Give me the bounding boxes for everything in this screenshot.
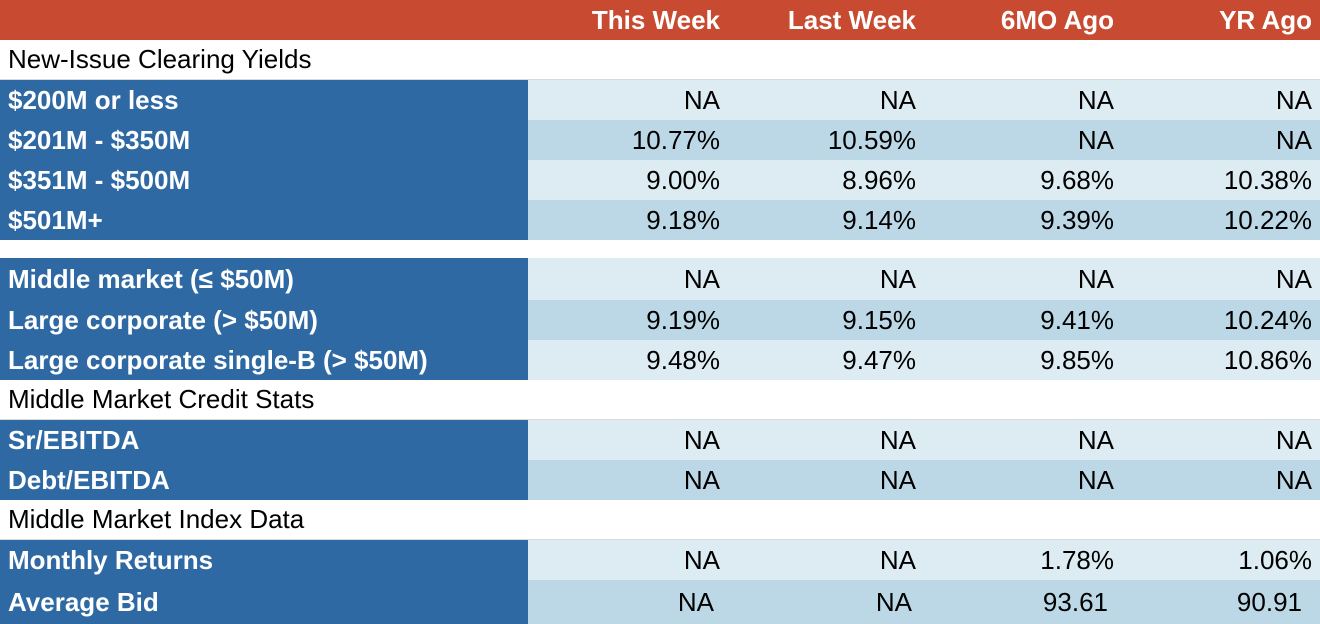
row-label: Large corporate single-B (> $50M) bbox=[0, 340, 528, 380]
value-6mo-ago: NA bbox=[920, 460, 1118, 500]
value-6mo-ago: 1.78% bbox=[920, 540, 1118, 580]
value-this-week: NA bbox=[528, 460, 724, 500]
value-6mo-ago: 9.68% bbox=[920, 160, 1118, 200]
value-6mo-ago: 93.61 bbox=[920, 580, 1118, 624]
value-this-week: NA bbox=[528, 420, 724, 460]
value-this-week: 9.19% bbox=[528, 300, 724, 340]
section-index-data: Middle Market Index Data bbox=[0, 500, 1320, 540]
value-yr-ago: 1.06% bbox=[1118, 540, 1320, 580]
header-last-week: Last Week bbox=[787, 4, 916, 35]
value-yr-ago: 90.91 bbox=[1118, 580, 1320, 624]
value-last-week: NA bbox=[724, 80, 920, 120]
table-row: Large corporate (> $50M) 9.19% 9.15% 9.4… bbox=[0, 300, 1320, 340]
value-last-week: 9.14% bbox=[724, 200, 920, 240]
section-title: New-Issue Clearing Yields bbox=[8, 44, 312, 74]
value-yr-ago: 10.86% bbox=[1118, 340, 1320, 380]
table-row: Middle market (≤ $50M) NA NA NA NA bbox=[0, 258, 1320, 300]
table-row: $200M or less NA NA NA NA bbox=[0, 80, 1320, 120]
value-6mo-ago: 9.41% bbox=[920, 300, 1118, 340]
value-this-week: NA bbox=[528, 580, 724, 624]
value-6mo-ago: 9.85% bbox=[920, 340, 1118, 380]
value-last-week: NA bbox=[724, 540, 920, 580]
row-label: Large corporate (> $50M) bbox=[0, 300, 528, 340]
value-6mo-ago: NA bbox=[920, 120, 1118, 160]
section-title: Middle Market Index Data bbox=[8, 504, 305, 534]
row-label: Average Bid bbox=[0, 580, 528, 624]
table-header-row: This Week Last Week 6MO Ago YR Ago bbox=[0, 0, 1320, 40]
row-label: Debt/EBITDA bbox=[0, 460, 528, 500]
header-this-week: This Week bbox=[591, 4, 720, 35]
value-6mo-ago: NA bbox=[920, 420, 1118, 460]
value-last-week: NA bbox=[724, 258, 920, 300]
table-row: $501M+ 9.18% 9.14% 9.39% 10.22% bbox=[0, 200, 1320, 240]
table-row: Debt/EBITDA NA NA NA NA bbox=[0, 460, 1320, 500]
row-label: Monthly Returns bbox=[0, 540, 528, 580]
table-row: Sr/EBITDA NA NA NA NA bbox=[0, 420, 1320, 460]
value-last-week: NA bbox=[724, 420, 920, 460]
value-this-week: NA bbox=[528, 80, 724, 120]
row-label: $351M - $500M bbox=[0, 160, 528, 200]
header-blank-cell bbox=[0, 0, 528, 40]
header-6mo-ago: 6MO Ago bbox=[1000, 4, 1114, 35]
section-credit-stats: Middle Market Credit Stats bbox=[0, 380, 1320, 420]
table-row: Average Bid NA NA 93.61 90.91 bbox=[0, 580, 1320, 624]
table-row: Monthly Returns NA NA 1.78% 1.06% bbox=[0, 540, 1320, 580]
value-this-week: 9.48% bbox=[528, 340, 724, 380]
value-last-week: 8.96% bbox=[724, 160, 920, 200]
value-last-week: 10.59% bbox=[724, 120, 920, 160]
row-label: $201M - $350M bbox=[0, 120, 528, 160]
value-this-week: NA bbox=[528, 540, 724, 580]
table-row: Large corporate single-B (> $50M) 9.48% … bbox=[0, 340, 1320, 380]
value-this-week: 9.00% bbox=[528, 160, 724, 200]
value-yr-ago: NA bbox=[1118, 80, 1320, 120]
value-yr-ago: 10.24% bbox=[1118, 300, 1320, 340]
value-last-week: 9.47% bbox=[724, 340, 920, 380]
row-label: $501M+ bbox=[0, 200, 528, 240]
table-row: $201M - $350M 10.77% 10.59% NA NA bbox=[0, 120, 1320, 160]
section-new-issue: New-Issue Clearing Yields bbox=[0, 40, 1320, 80]
value-yr-ago: NA bbox=[1118, 258, 1320, 300]
row-label: Sr/EBITDA bbox=[0, 420, 528, 460]
value-last-week: 9.15% bbox=[724, 300, 920, 340]
value-last-week: NA bbox=[724, 460, 920, 500]
value-this-week: NA bbox=[528, 258, 724, 300]
value-last-week: NA bbox=[724, 580, 920, 624]
value-yr-ago: 10.38% bbox=[1118, 160, 1320, 200]
value-6mo-ago: 9.39% bbox=[920, 200, 1118, 240]
value-yr-ago: NA bbox=[1118, 420, 1320, 460]
value-this-week: 10.77% bbox=[528, 120, 724, 160]
value-6mo-ago: NA bbox=[920, 258, 1118, 300]
header-yr-ago: YR Ago bbox=[1219, 4, 1312, 35]
value-yr-ago: NA bbox=[1118, 460, 1320, 500]
value-6mo-ago: NA bbox=[920, 80, 1118, 120]
row-label: $200M or less bbox=[0, 80, 528, 120]
spacer-row bbox=[0, 240, 1320, 258]
value-yr-ago: NA bbox=[1118, 120, 1320, 160]
value-this-week: 9.18% bbox=[528, 200, 724, 240]
table-row: $351M - $500M 9.00% 8.96% 9.68% 10.38% bbox=[0, 160, 1320, 200]
value-yr-ago: 10.22% bbox=[1118, 200, 1320, 240]
row-label: Middle market (≤ $50M) bbox=[0, 258, 528, 300]
section-title: Middle Market Credit Stats bbox=[8, 384, 315, 414]
